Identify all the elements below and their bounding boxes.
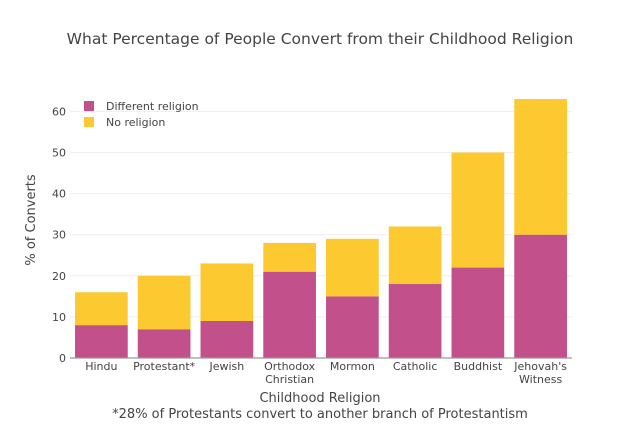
- bar-different-religion: [388, 284, 442, 358]
- bar-no-religion: [200, 263, 254, 322]
- y-tick-label: 20: [52, 270, 66, 283]
- bar-different-religion: [75, 325, 128, 358]
- x-tick-label: Buddhist: [454, 360, 503, 373]
- bar-different-religion: [137, 329, 191, 358]
- bar-no-religion: [326, 238, 379, 297]
- legend-swatch: [84, 101, 94, 111]
- legend-label: No religion: [106, 116, 165, 129]
- bar-different-religion: [514, 234, 567, 358]
- bar-no-religion: [451, 152, 505, 268]
- bar-no-religion: [137, 275, 191, 330]
- x-tick-label: Jewish: [208, 360, 244, 373]
- chart-title: What Percentage of People Convert from t…: [67, 30, 574, 48]
- bar-different-religion: [451, 267, 505, 358]
- x-tick-label: Catholic: [393, 360, 438, 373]
- y-tick-label: 0: [59, 352, 66, 365]
- bar-different-religion: [263, 271, 316, 358]
- x-tick-label: Hindu: [85, 360, 117, 373]
- bar-no-religion: [514, 99, 567, 235]
- bar-different-religion: [200, 321, 254, 358]
- bar-different-religion: [326, 296, 379, 358]
- legend-swatch: [84, 117, 94, 127]
- y-tick-label: 30: [52, 229, 66, 242]
- x-tick-label: Mormon: [330, 360, 375, 373]
- bar-no-religion: [388, 226, 442, 285]
- x-tick-label: Protestant*: [133, 360, 196, 373]
- legend: Different religion No religion: [84, 100, 199, 129]
- y-tick-label: 60: [52, 105, 66, 118]
- y-tick-label: 10: [52, 311, 66, 324]
- bar-no-religion: [75, 292, 128, 326]
- x-axis-label: Childhood Religion: [259, 391, 380, 406]
- legend-label: Different religion: [106, 100, 199, 113]
- x-tick-label: Jehovah's Witness: [513, 360, 567, 386]
- y-tick-label: 50: [52, 147, 66, 160]
- footnote: *28% of Protestants convert to another b…: [112, 407, 528, 422]
- bar-no-religion: [263, 242, 316, 272]
- x-tick-label: Orthodox Christian: [264, 360, 316, 386]
- y-tick-label: 40: [52, 188, 66, 201]
- y-axis-label: % of Converts: [24, 174, 39, 266]
